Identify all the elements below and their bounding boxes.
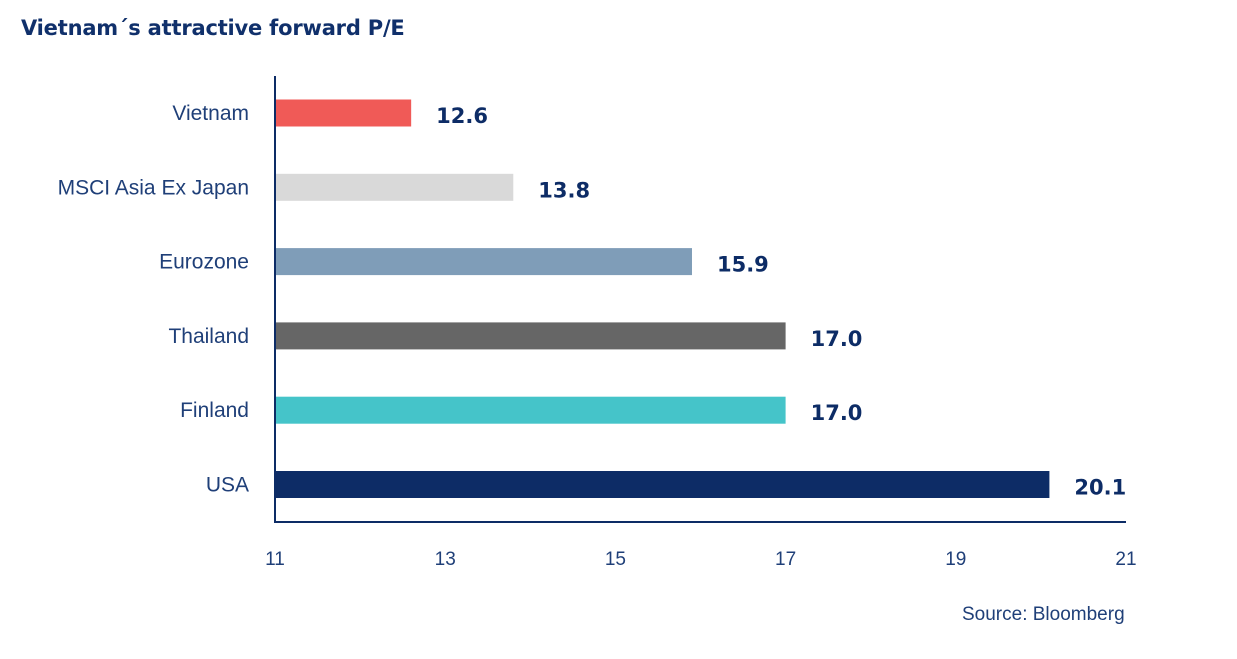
category-label-usa: USA xyxy=(206,474,249,497)
source-note: Source: Bloomberg xyxy=(962,604,1125,625)
bar-eurozone xyxy=(275,248,692,276)
value-label-eurozone: 15.9 xyxy=(717,253,769,277)
x-axis-tick-labels: 11 13 15 17 19 21 xyxy=(265,549,1136,570)
bar-usa xyxy=(275,471,1050,498)
category-label-eurozone: Eurozone xyxy=(159,251,249,274)
bars-layer xyxy=(275,99,1050,498)
x-tick-label: 17 xyxy=(775,549,796,570)
value-label-msci-asia-ex-japan: 13.8 xyxy=(538,178,590,202)
bar-finland xyxy=(275,396,786,424)
value-label-thailand: 17.0 xyxy=(811,327,863,351)
bar-thailand xyxy=(275,322,786,350)
value-label-usa: 20.1 xyxy=(1074,476,1126,500)
category-label-msci-asia-ex-japan: MSCI Asia Ex Japan xyxy=(58,176,249,199)
category-label-vietnam: Vietnam xyxy=(172,102,249,125)
value-label-finland: 17.0 xyxy=(811,401,863,425)
category-label-thailand: Thailand xyxy=(168,325,249,348)
value-label-vietnam: 12.6 xyxy=(436,104,488,128)
category-label-finland: Finland xyxy=(180,399,249,422)
chart-title: Vietnam´s attractive forward P/E xyxy=(21,16,405,40)
x-tick-label: 15 xyxy=(605,549,626,570)
category-labels: Vietnam MSCI Asia Ex Japan Eurozone Thailan… xyxy=(58,102,249,497)
x-tick-label: 13 xyxy=(435,549,456,570)
bar-vietnam xyxy=(275,99,412,127)
x-tick-label: 11 xyxy=(265,549,285,570)
bar-msci-asia-ex-japan xyxy=(275,173,514,201)
x-tick-label: 21 xyxy=(1115,549,1136,570)
x-tick-label: 19 xyxy=(945,549,966,570)
value-labels: 12.6 13.8 15.9 17.0 17.0 20.1 xyxy=(436,104,1126,500)
